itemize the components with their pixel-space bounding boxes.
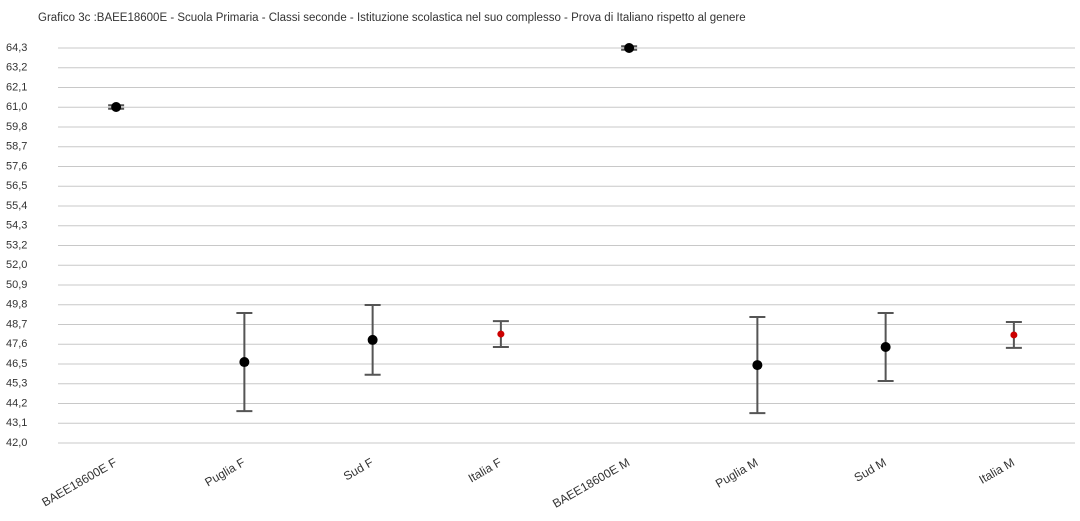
y-tick-label: 44,2 — [6, 397, 27, 409]
marker — [752, 360, 763, 371]
y-tick-label: 55,4 — [6, 200, 27, 212]
x-tick-label: Puglia M — [713, 455, 760, 490]
y-tick-label: 63,2 — [6, 62, 27, 74]
marker — [497, 330, 505, 338]
y-tick-label: 43,1 — [6, 417, 27, 429]
y-tick-label: 52,0 — [6, 259, 27, 271]
y-tick-label: 48,7 — [6, 318, 27, 330]
y-tick-label: 56,5 — [6, 180, 27, 192]
y-tick-label: 64,3 — [6, 42, 27, 54]
y-tick-label: 46,5 — [6, 358, 27, 370]
marker — [1010, 331, 1018, 339]
x-tick-label: Italia M — [976, 455, 1017, 486]
y-tick-label: 42,0 — [6, 437, 27, 449]
marker — [367, 334, 378, 345]
y-tick-label: 62,1 — [6, 81, 27, 93]
marker — [624, 43, 635, 53]
y-tick-label: 50,9 — [6, 279, 27, 291]
y-tick-label: 54,3 — [6, 220, 27, 232]
y-tick-label: 59,8 — [6, 121, 27, 133]
x-tick-label: Puglia F — [202, 455, 247, 489]
marker — [880, 341, 891, 352]
x-tick-label: BAEE18600E F — [39, 455, 119, 509]
marker — [111, 101, 122, 112]
y-tick-label: 58,7 — [6, 141, 27, 153]
x-tick-label: Italia F — [466, 455, 504, 485]
y-tick-label: 49,8 — [6, 299, 27, 311]
y-tick-label: 61,0 — [6, 101, 27, 113]
x-tick-label: Sud M — [852, 455, 889, 484]
y-tick-label: 57,6 — [6, 160, 27, 172]
y-tick-label: 47,6 — [6, 338, 27, 350]
x-tick-label: Sud F — [341, 455, 376, 483]
x-tick-label: BAEE18600E M — [550, 455, 632, 510]
chart-title: Grafico 3c :BAEE18600E - Scuola Primaria… — [38, 12, 746, 24]
marker — [239, 357, 250, 368]
y-tick-label: 45,3 — [6, 378, 27, 390]
y-tick-label: 53,2 — [6, 239, 27, 251]
